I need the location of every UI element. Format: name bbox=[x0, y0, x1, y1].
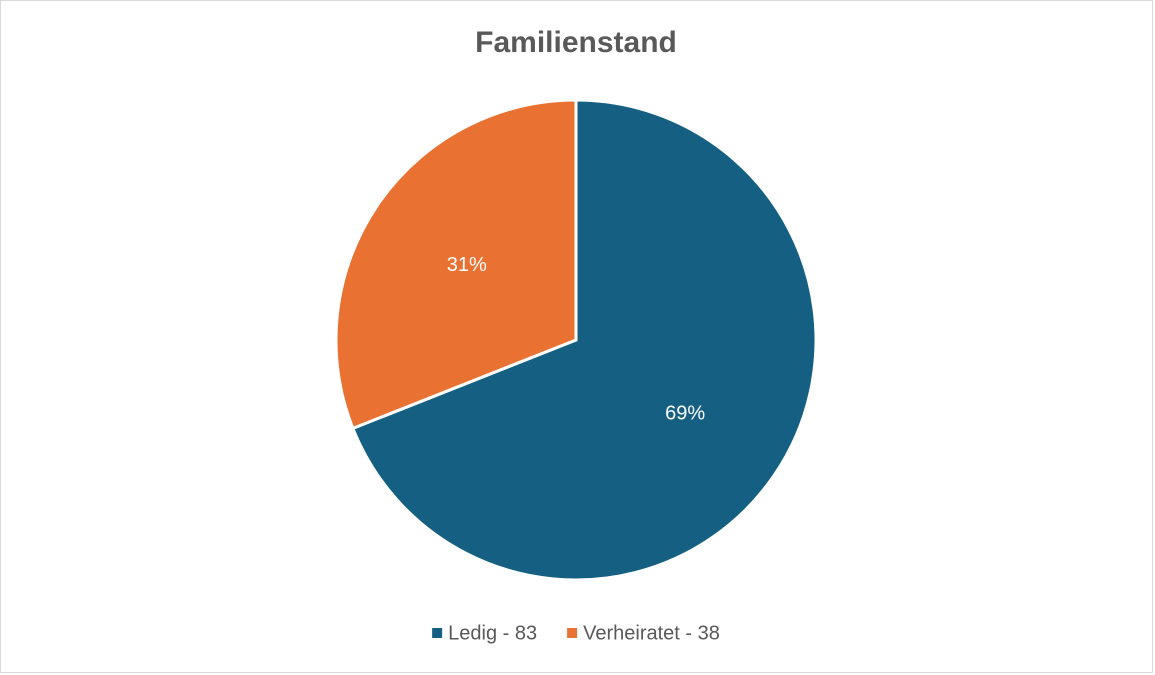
legend-label: Ledig - 83 bbox=[448, 622, 537, 644]
legend-label: Verheiratet - 38 bbox=[583, 622, 720, 644]
legend-swatch bbox=[567, 628, 578, 638]
chart-title: Familienstand bbox=[475, 26, 677, 59]
data-label: 31% bbox=[447, 254, 487, 276]
legend-swatch bbox=[432, 628, 443, 638]
data-label: 69% bbox=[665, 402, 705, 424]
pie-slice bbox=[334, 98, 578, 431]
pie-slice bbox=[350, 98, 818, 582]
